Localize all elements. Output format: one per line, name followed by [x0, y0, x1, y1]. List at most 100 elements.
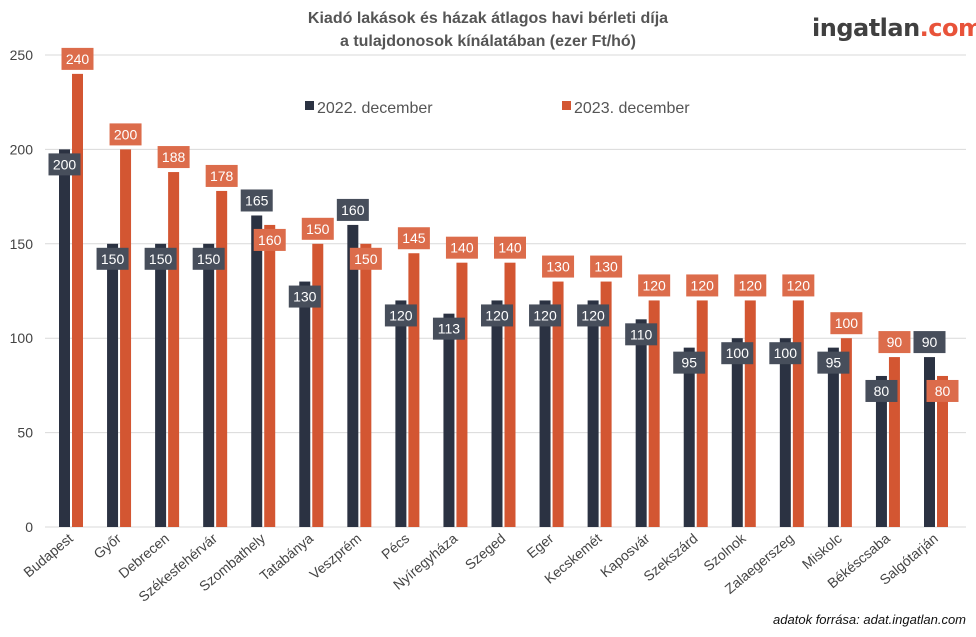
data-label: 145 — [402, 230, 426, 246]
data-label-box — [673, 351, 706, 374]
data-label: 120 — [642, 277, 666, 293]
bar-2022 — [299, 281, 311, 527]
data-label-box — [542, 255, 575, 278]
bar-2023 — [168, 172, 180, 527]
bar-2022 — [443, 313, 455, 527]
data-label: 130 — [293, 289, 317, 305]
data-label: 100 — [774, 345, 798, 361]
x-tick-label: Veszprém — [306, 530, 364, 582]
bar-2023 — [408, 253, 420, 528]
bar-2023 — [648, 300, 660, 527]
data-label: 178 — [210, 168, 234, 184]
data-label-box — [913, 331, 946, 354]
y-tick-label: 50 — [17, 425, 33, 441]
data-label: 240 — [66, 51, 90, 67]
data-label-box — [481, 304, 513, 327]
bar-2023 — [504, 262, 516, 527]
data-label-box — [865, 379, 898, 402]
legend-swatch — [562, 101, 571, 110]
y-tick-label: 250 — [10, 47, 34, 63]
data-label: 90 — [887, 334, 903, 350]
bar-2022 — [155, 243, 167, 528]
bar-2023 — [552, 281, 564, 527]
data-label-box — [96, 247, 129, 270]
data-label: 120 — [787, 277, 811, 293]
data-label: 165 — [245, 192, 269, 208]
data-label-box — [144, 247, 177, 270]
legend-swatch — [305, 101, 314, 110]
data-label-box — [384, 304, 417, 327]
x-tick-label: Szeged — [462, 530, 509, 573]
data-label: 90 — [922, 334, 938, 350]
data-label-box — [397, 227, 430, 250]
data-label: 150 — [101, 251, 125, 267]
bar-2022 — [587, 300, 599, 527]
data-label-box — [205, 164, 238, 187]
data-label-box — [301, 217, 334, 240]
bar-2023 — [216, 190, 228, 527]
logo-suffix: .com — [919, 14, 976, 42]
data-label: 150 — [149, 251, 173, 267]
data-label: 120 — [389, 307, 413, 323]
chart-title-line2: a tulajdonosok kínálatában (ezer Ft/hó) — [339, 33, 637, 50]
bar-2023 — [696, 300, 708, 527]
data-label-box — [157, 146, 190, 169]
data-label: 80 — [874, 383, 890, 399]
data-label: 100 — [726, 345, 750, 361]
bar-2022 — [491, 300, 503, 527]
data-label-box — [817, 351, 850, 374]
data-label-box — [109, 123, 142, 146]
bar-2023 — [792, 300, 804, 527]
x-tick-label: Győr — [90, 530, 124, 562]
bar-2023 — [600, 281, 612, 527]
data-label-box — [638, 274, 671, 297]
ingatlan-logo: ingatlan.com — [812, 14, 976, 42]
data-label-box — [782, 274, 815, 297]
bar-2022 — [683, 347, 695, 527]
bar-2022 — [203, 243, 215, 528]
bar-2023 — [360, 243, 372, 528]
data-label: 120 — [581, 307, 605, 323]
bar-2023 — [937, 375, 948, 527]
x-tick-label: Pécs — [378, 530, 412, 562]
x-tick-label: Szekszárd — [640, 530, 700, 584]
data-label-box — [432, 317, 465, 340]
data-label-box — [734, 274, 767, 297]
data-label-box — [625, 323, 658, 346]
y-tick-label: 150 — [10, 236, 34, 252]
legend-label: 2023. december — [574, 100, 690, 117]
bar-2023 — [840, 338, 852, 527]
data-label: 120 — [485, 307, 509, 323]
data-label: 150 — [354, 251, 378, 267]
data-label-box — [445, 236, 478, 259]
bar-2022 — [251, 215, 263, 528]
source-note: adatok forrása: adat.ingatlan.com — [773, 612, 966, 627]
data-label: 200 — [114, 126, 138, 142]
data-label-box — [926, 379, 959, 402]
data-label-box — [878, 331, 911, 354]
bar-2022 — [539, 300, 551, 527]
data-label: 188 — [162, 149, 186, 165]
data-label-box — [830, 312, 863, 335]
data-label-box — [240, 189, 273, 212]
logo-main: ingatlan — [812, 14, 920, 42]
data-label: 130 — [594, 259, 618, 275]
data-label-box — [349, 247, 382, 270]
data-label-box — [192, 247, 225, 270]
data-label: 130 — [546, 259, 570, 275]
x-tick-label: Eger — [524, 530, 557, 561]
y-tick-label: 200 — [10, 141, 34, 157]
bar-2023 — [264, 224, 276, 528]
y-tick-label: 0 — [25, 519, 33, 535]
bar-2022 — [924, 357, 935, 527]
data-label-box — [721, 342, 754, 365]
data-label: 110 — [630, 326, 653, 342]
data-label: 140 — [498, 240, 522, 256]
data-label-box — [336, 198, 369, 221]
data-label: 120 — [739, 277, 763, 293]
data-label: 200 — [53, 156, 77, 172]
bar-2023 — [72, 73, 83, 527]
data-label: 160 — [341, 202, 365, 218]
